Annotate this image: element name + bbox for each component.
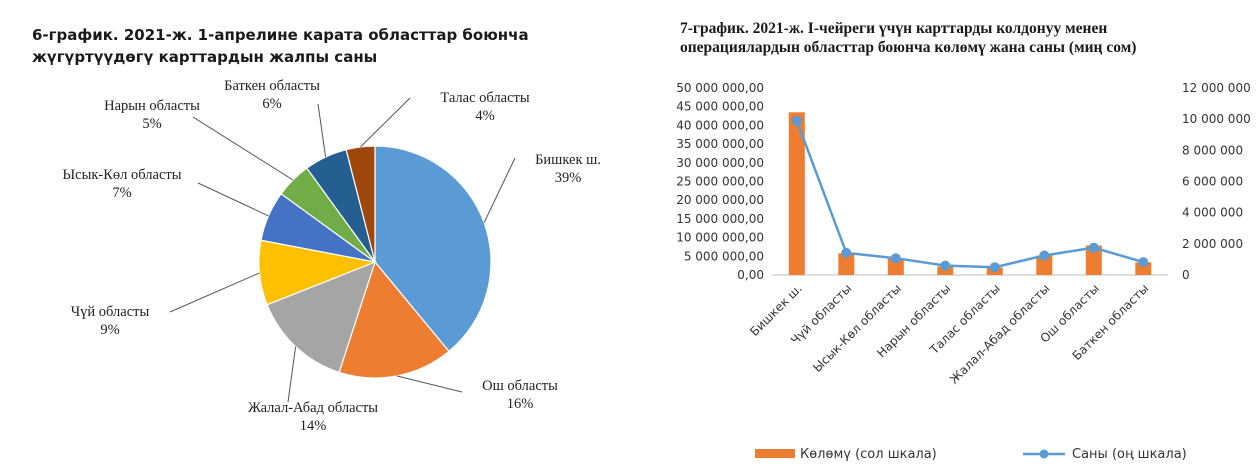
right-axis-tick-label: 10 000 000 [1182, 112, 1251, 126]
count-line-path [795, 120, 1144, 269]
volume-bar [788, 112, 805, 275]
pie-slice-percent: 7% [112, 185, 131, 201]
left-axis-tick-label: 45 000 000,00 [676, 100, 764, 114]
pie-slice-name: Жалал-Абад областы [248, 400, 378, 416]
volume-bar [1085, 245, 1102, 275]
volume-bar [838, 253, 855, 275]
volume-bar [937, 266, 954, 275]
count-point [940, 260, 951, 271]
count-point [791, 115, 802, 126]
left-axis-tick-label: 5 000 000,00 [684, 249, 764, 263]
left-axis-tick-label: 15 000 000,00 [676, 212, 764, 226]
left-axis-tick-label: 0,00 [737, 268, 764, 282]
pie-slice-name: Ош областы [482, 378, 558, 394]
right-axis-tick-label: 2 000 000 [1182, 237, 1243, 251]
pie-leader-line [483, 157, 516, 223]
left-axis-tick-label: 20 000 000,00 [676, 193, 764, 207]
right-axis-tick-label: 6 000 000 [1182, 175, 1243, 189]
left-axis-ticks: 0,00 5 000 000,00 10 000 000,00 15 000 000,… [676, 81, 764, 282]
pie-slice-percent: 14% [300, 418, 327, 434]
count-line [791, 115, 1149, 273]
pie-leader-line [396, 375, 463, 393]
pie-slice-percent: 9% [100, 322, 119, 338]
count-point [841, 247, 852, 258]
right-axis-tick-label: 12 000 000 [1182, 81, 1251, 95]
pie-leader-line [360, 97, 411, 148]
left-axis-tick-label: 30 000 000,00 [676, 156, 764, 170]
pie-title-line-1: 6-график. 2021-ж. 1-апрелине карата обла… [32, 26, 529, 44]
pie-slice-name: Талас областы [440, 90, 530, 106]
volume-bar [1135, 262, 1152, 275]
combo-title-line-1: 7-график. 2021-ж. I-чейреги үчүн карттар… [680, 20, 1107, 37]
pie-slice-percent: 5% [142, 116, 161, 132]
pie-slice-percent: 16% [507, 396, 534, 412]
pie-slice-percent: 39% [555, 170, 582, 186]
count-point [1138, 257, 1149, 268]
pie-slice [345, 145, 376, 263]
pie-labels: Бишкек ш. 39% Ош областы 16% Жалал-Абад обла… [63, 78, 601, 434]
pie-slice-percent: 4% [475, 108, 494, 124]
pie-slice [266, 260, 376, 374]
pie-slices [258, 145, 492, 379]
legend-bar-swatch [755, 449, 795, 458]
right-axis-tick-label: 8 000 000 [1182, 143, 1243, 157]
pie-slice-name: Ысык-Көл областы [63, 167, 182, 183]
pie-chart: 6-график. 2021-ж. 1-апрелине карата обла… [32, 26, 601, 434]
count-point [989, 262, 1000, 273]
pie-slice-name: Бишкек ш. [535, 152, 601, 168]
pie-leader-line [287, 346, 297, 403]
pie-leader-line [192, 116, 294, 181]
count-point [890, 253, 901, 264]
legend-line-marker [1039, 449, 1049, 459]
volume-bars [788, 112, 1152, 275]
pie-title-line-2: жүгүртүүдөгү карттардын жалпы саны [32, 48, 377, 66]
left-axis-tick-label: 40 000 000,00 [676, 118, 764, 132]
left-axis-tick-label: 10 000 000,00 [676, 231, 764, 245]
volume-bar [1036, 255, 1053, 275]
pie-leader-line [169, 272, 260, 313]
pie-slice-name: Баткен областы [224, 78, 320, 94]
count-point [1039, 250, 1050, 261]
pie-leader-lines [169, 97, 516, 403]
pie-leader-line [317, 103, 327, 158]
pie-slice-name: Нарын областы [104, 98, 200, 114]
combo-title-line-2: операциялардын областтар боюнча көлөмү ж… [680, 39, 1136, 56]
legend-bar-label: Көлөмү (сол шкала) [800, 447, 937, 462]
left-axis-tick-label: 35 000 000,00 [676, 137, 764, 151]
volume-bar [887, 258, 904, 275]
left-axis-tick-label: 50 000 000,00 [676, 81, 764, 95]
pie-leader-line [197, 182, 269, 217]
left-axis-tick-label: 25 000 000,00 [676, 175, 764, 189]
legend-line-label: Саны (оң шкала) [1072, 447, 1187, 462]
right-axis-ticks: 0 2 000 000 4 000 000 6 000 000 8 000 000 10 … [1182, 81, 1251, 282]
combo-legend: Көлөмү (сол шкала) Саны (оң шкала) [755, 447, 1187, 462]
pie-slice-name: Чүй областы [71, 304, 150, 320]
pie-slice-percent: 6% [262, 96, 281, 112]
count-point [1088, 242, 1099, 253]
right-axis-tick-label: 0 [1182, 268, 1190, 282]
right-axis-tick-label: 4 000 000 [1182, 206, 1243, 220]
